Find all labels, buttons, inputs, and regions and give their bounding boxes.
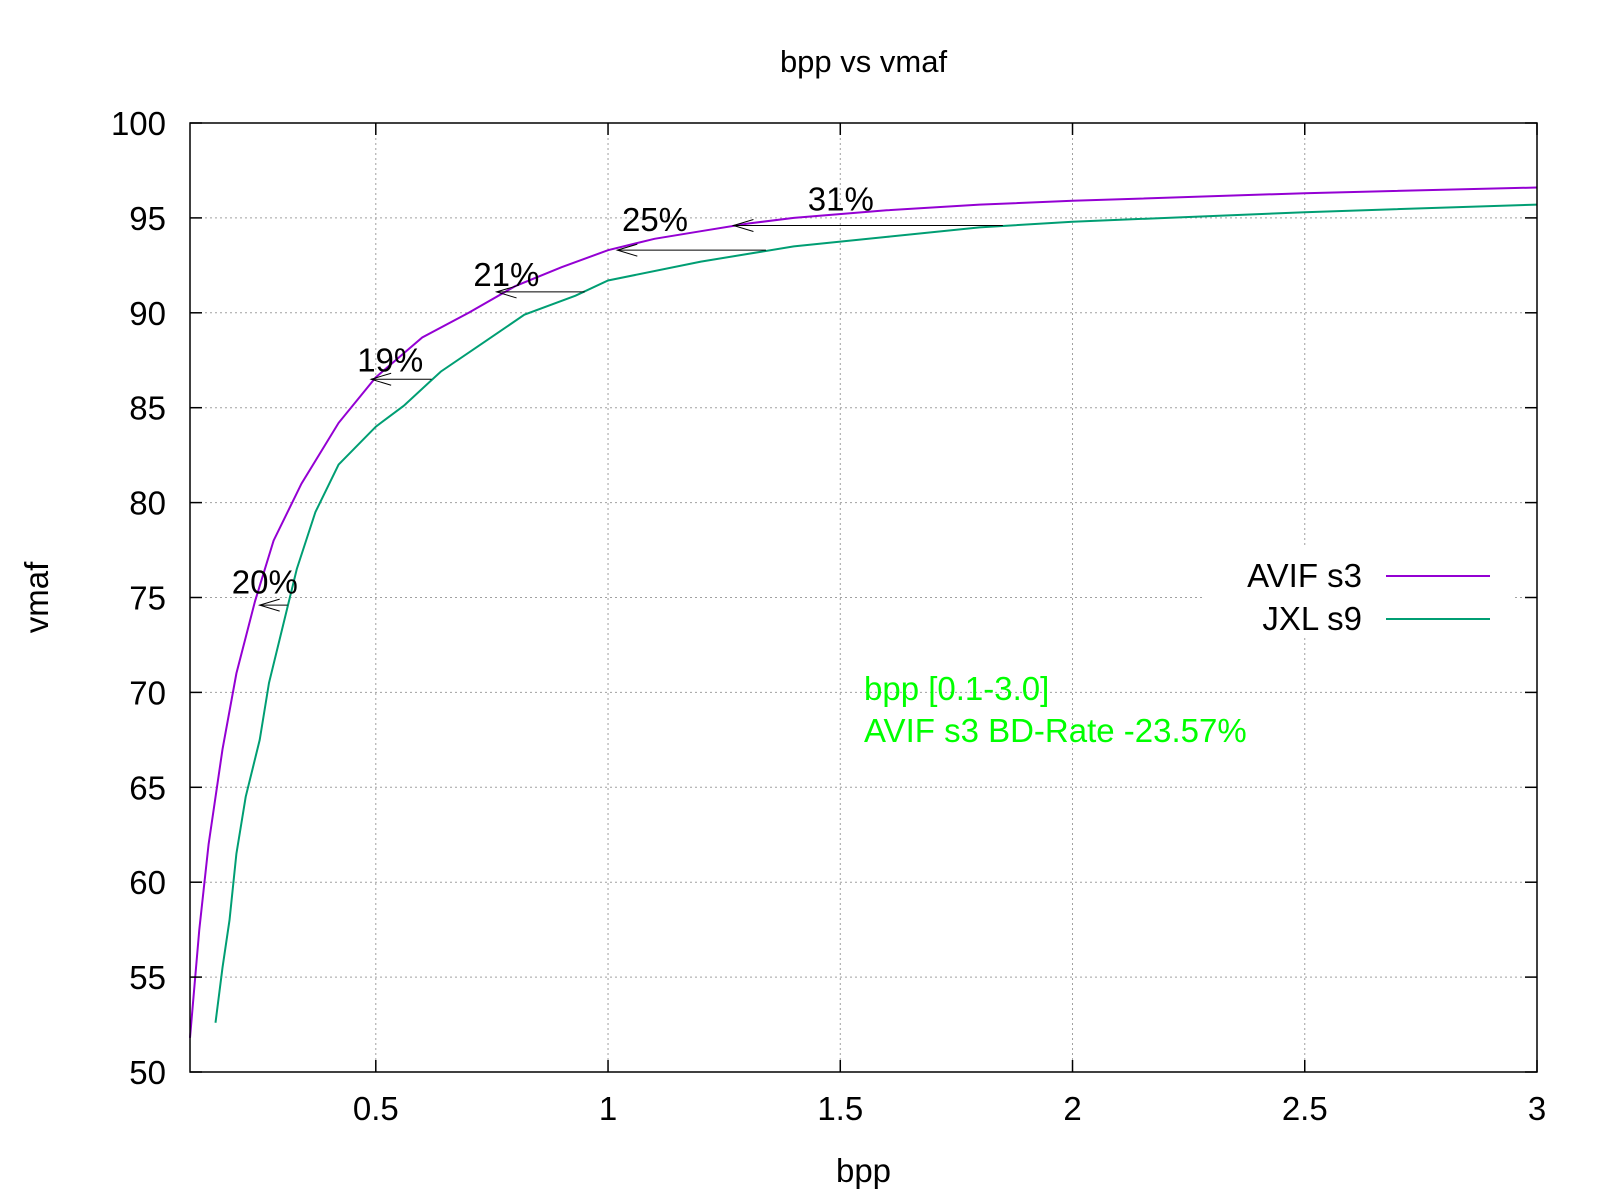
y-tick-label: 65 xyxy=(129,769,166,806)
legend-background xyxy=(1205,548,1515,638)
y-tick-label: 90 xyxy=(129,295,166,332)
annotations: 20% 19% 21% 25% 31% xyxy=(232,180,874,600)
annotation-label: 21% xyxy=(473,256,539,293)
y-tick-label: 80 xyxy=(129,485,166,522)
annotation-label: 19% xyxy=(357,342,423,379)
x-tick-label: 2.5 xyxy=(1282,1090,1328,1127)
legend-label-avif: AVIF s3 xyxy=(1247,557,1362,594)
x-axis-label: bpp xyxy=(836,1152,891,1189)
x-tick-label: 3 xyxy=(1528,1090,1546,1127)
annotation-arrow-head xyxy=(257,598,280,612)
note-bpp-range: bpp [0.1-3.0] xyxy=(864,670,1049,707)
annotation-arrow-head xyxy=(494,285,517,299)
x-tick-label: 0.5 xyxy=(353,1090,399,1127)
annotation-arrow-head xyxy=(369,372,392,386)
y-axis-label: vmaf xyxy=(18,561,55,633)
y-tick-label: 50 xyxy=(129,1054,166,1091)
series-line-jxl xyxy=(214,203,1538,1023)
ticks: 0.5 1 1.5 2 2.5 3 50 55 60 65 70 75 80 85 90 95 100 xyxy=(111,105,1546,1127)
y-tick-label: 75 xyxy=(129,580,166,617)
note-bd-rate: AVIF s3 BD-Rate -23.57% xyxy=(864,712,1247,749)
annotation-label: 20% xyxy=(232,564,298,601)
annotation-arrows xyxy=(257,219,1003,612)
annotation-label: 25% xyxy=(622,201,688,238)
y-tick-label: 85 xyxy=(129,390,166,427)
y-tick-label: 70 xyxy=(129,674,166,711)
annotation-arrow-head xyxy=(731,219,754,232)
series-line-avif xyxy=(189,186,1538,1038)
legend-label-jxl: JXL s9 xyxy=(1262,600,1362,637)
chart-title: bpp vs vmaf xyxy=(780,44,948,79)
y-tick-label: 95 xyxy=(129,200,166,237)
x-tick-label: 1.5 xyxy=(817,1090,863,1127)
annotation-arrow-head xyxy=(615,243,638,257)
y-tick-label: 55 xyxy=(129,959,166,996)
annotation-label: 31% xyxy=(808,180,874,217)
legend: AVIF s3 JXL s9 xyxy=(1205,548,1515,638)
y-tick-label: 100 xyxy=(111,105,166,142)
y-tick-label: 60 xyxy=(129,864,166,901)
x-tick-label: 1 xyxy=(599,1090,617,1127)
series-lines xyxy=(189,186,1538,1038)
x-tick-label: 2 xyxy=(1063,1090,1081,1127)
grid xyxy=(190,123,1537,1072)
